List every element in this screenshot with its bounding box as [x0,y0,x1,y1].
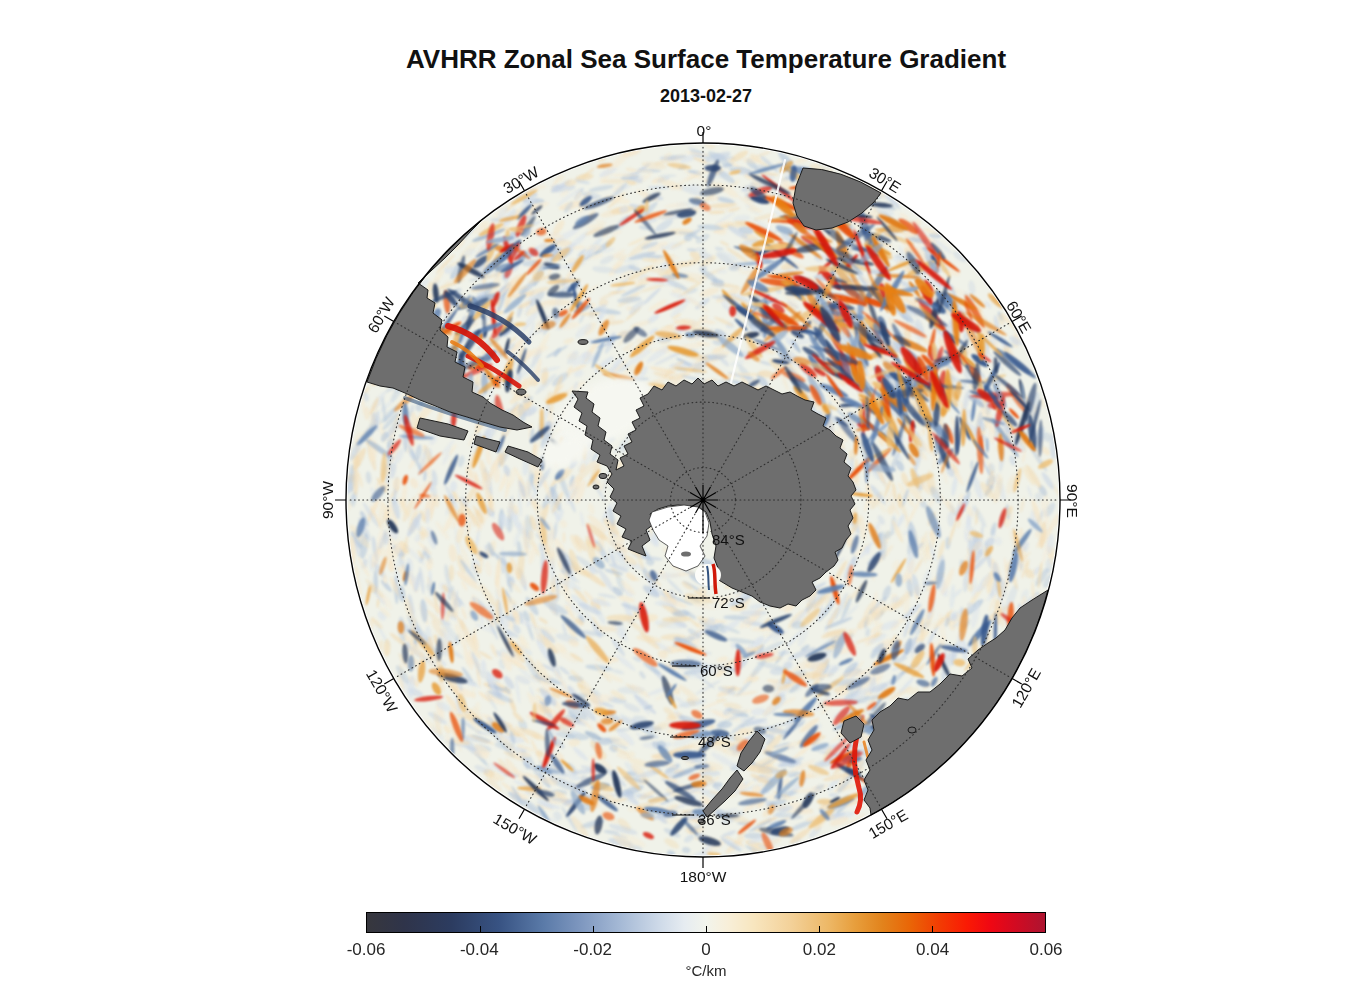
parallel-label-48s: 48°S [698,733,731,750]
colorbar-tick-label: 0.02 [803,940,836,960]
colorbar-tick-labels: -0.06 -0.04 -0.02 0 0.02 0.04 0.06 [366,940,1046,960]
parallel-label-36s: 36°S [698,811,731,828]
colorbar-tick-label: -0.04 [460,940,499,960]
meridian-label-150w: 150°W [491,810,540,848]
colorbar-unit-label: °C/km [366,962,1046,979]
tasmania-landmass [841,716,864,743]
meridian-label-120w: 120°W [363,667,401,716]
peninsula-island-2 [593,485,599,489]
parallel-label-72s: 72°S [712,594,745,611]
ross-ice-shelf [649,505,709,571]
colorbar-tick [706,926,707,932]
figure-root: AVHRR Zonal Sea Surface Temperature Grad… [0,0,1356,1000]
colorbar-tick-label: 0 [701,940,710,960]
meridian-label-180: 180°W [680,868,727,885]
colorbar [366,912,1046,933]
meridian-label-0: 0° [697,122,712,139]
peninsula-island [599,473,607,478]
falkland-islands [578,340,588,345]
parallel-ticks [670,598,710,815]
shelf-island [681,551,691,556]
colorbar-tick-label: 0.04 [916,940,949,960]
new-zealand-north-island [737,731,765,771]
colorbar-tick-label: -0.06 [347,940,386,960]
parallel-label-84s: 84°S [712,531,745,548]
meridian-label-30w: 30°W [500,163,542,197]
meridian-label-90e: 90°E [1064,484,1081,518]
meridian-label-90w: 90°W [319,481,336,519]
colorbar-tick [819,926,820,932]
parallel-label-60s: 60°S [700,662,733,679]
polar-map-svg: 0° 30°E 60°E 90°E 120°E 150°E 180°W 150°… [0,0,1356,1000]
colorbar-tick [480,926,481,932]
meridian-label-60e: 60°E [1003,298,1035,336]
colorbar-tick [932,926,933,932]
auckland-island [682,756,689,759]
bass-strait-island [908,727,916,733]
small-island [516,389,526,395]
coastal-gradient-streak-red [713,564,716,594]
colorbar-tick-label: 0.06 [1029,940,1062,960]
colorbar-tick-label: -0.02 [573,940,612,960]
colorbar-tick [593,926,594,932]
